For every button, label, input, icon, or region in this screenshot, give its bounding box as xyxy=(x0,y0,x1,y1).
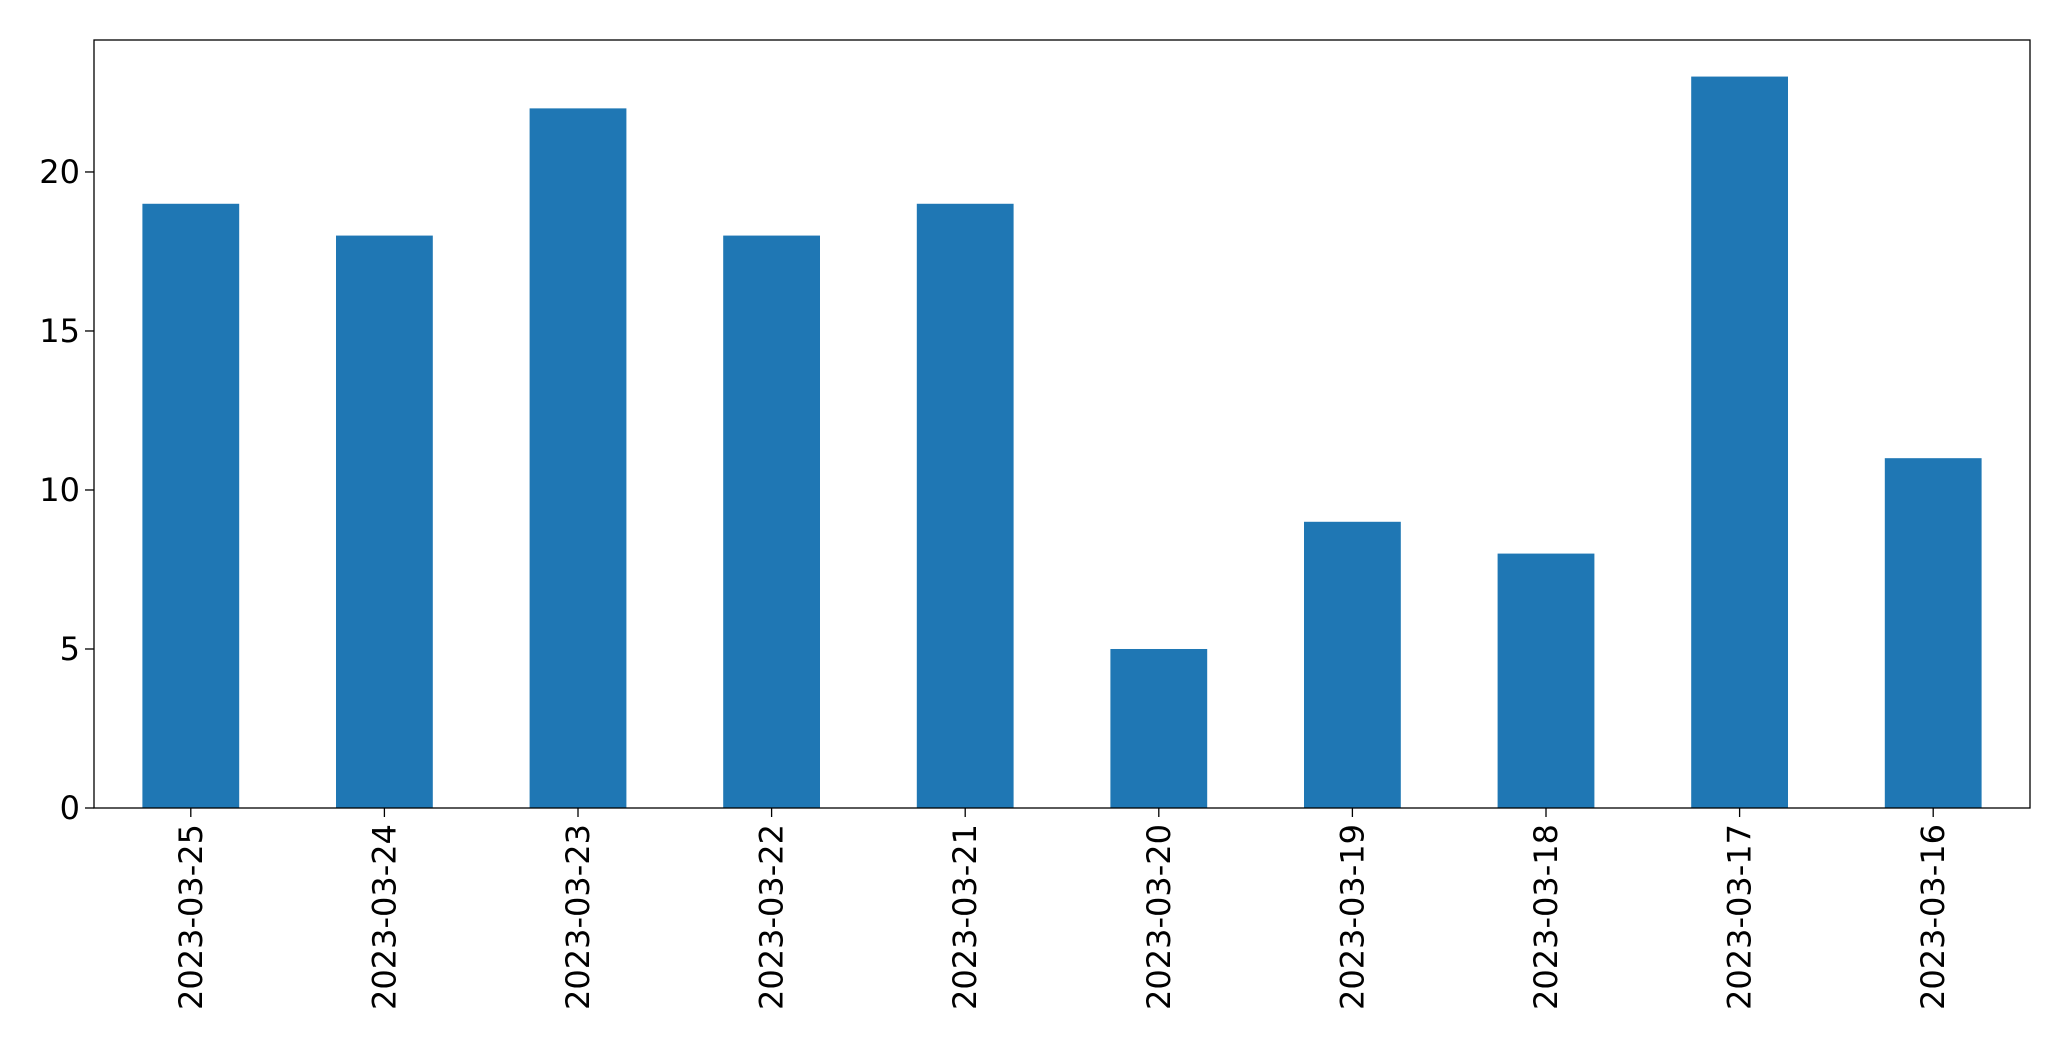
axes-frame xyxy=(93,39,2031,809)
x-tick-label: 2023-03-25 xyxy=(172,824,210,1010)
x-tick-label: 2023-03-18 xyxy=(1527,824,1565,1010)
x-tick-label: 2023-03-21 xyxy=(946,824,984,1010)
bar xyxy=(1691,76,1788,809)
y-tick-label: 10 xyxy=(39,471,80,509)
bar xyxy=(1110,648,1208,808)
y-tick-label: 0 xyxy=(60,789,80,827)
y-tick-label: 5 xyxy=(60,630,80,668)
x-tick-label: 2023-03-20 xyxy=(1140,824,1178,1010)
bar xyxy=(336,235,433,808)
bar xyxy=(1304,521,1401,808)
x-tick-label: 2023-03-19 xyxy=(1333,824,1371,1010)
bar xyxy=(142,203,240,809)
bar xyxy=(916,203,1014,809)
x-tick-label: 2023-03-16 xyxy=(1914,824,1952,1010)
y-tick-label: 20 xyxy=(39,153,80,191)
bar xyxy=(723,235,820,808)
bar xyxy=(1884,458,1982,808)
x-tick-label: 2023-03-23 xyxy=(559,824,597,1010)
x-tick-label: 2023-03-24 xyxy=(365,824,403,1010)
y-tick-label: 15 xyxy=(39,312,80,350)
bar xyxy=(1497,553,1595,808)
x-tick-label: 2023-03-22 xyxy=(753,824,791,1010)
x-tick-label: 2023-03-17 xyxy=(1721,824,1759,1010)
bar xyxy=(529,108,627,808)
